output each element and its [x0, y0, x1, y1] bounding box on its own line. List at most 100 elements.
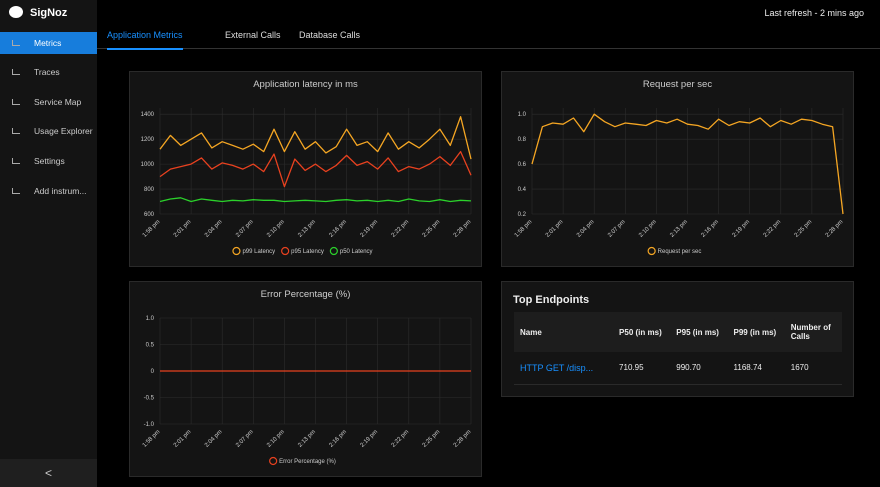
- y-tick-label: 0: [151, 369, 155, 375]
- column-header: Number of Calls: [784, 312, 842, 352]
- y-tick-label: -0.5: [144, 396, 155, 402]
- x-tick-label: 2:07 pm: [235, 219, 255, 239]
- nav-item[interactable]: Traces: [0, 61, 97, 83]
- x-tick-label: 2:01 pm: [173, 429, 193, 449]
- x-tick-label: 2:04 pm: [204, 219, 224, 239]
- y-tick-label: 800: [144, 187, 155, 193]
- legend-swatch: [647, 246, 656, 256]
- table-body: HTTP GET /disp... 710.95 990.70 1168.74 1670: [514, 352, 842, 385]
- legend-label: p95 Latency: [291, 249, 324, 255]
- y-tick-label: 1400: [141, 112, 155, 118]
- request-card: Request per sec 0.2 0.4 0.6 0.8 1.0 1:58 pm 2:0…: [501, 71, 854, 267]
- chart: Error Percentage (%) -1.0 -0.5 0 0.5 1.0 1:58 …: [142, 289, 473, 466]
- legend-swatch: [269, 456, 278, 466]
- x-tick-label: 2:13 pm: [297, 429, 317, 449]
- legend-swatch: [232, 246, 241, 256]
- x-tick-label: 2:22 pm: [391, 429, 411, 449]
- x-tick-label: 2:25 pm: [422, 219, 442, 239]
- nav-item[interactable]: Add instrum...: [0, 180, 97, 202]
- refresh-status: Last refresh - 2 mins ago: [764, 8, 864, 18]
- table-cell: 710.95: [613, 352, 671, 385]
- legend-label: Request per sec: [658, 249, 702, 255]
- y-tick-label: 0.5: [146, 343, 155, 349]
- tab[interactable]: External Calls: [225, 30, 281, 40]
- x-tick-label: 2:16 pm: [328, 219, 348, 239]
- x-tick-label: 2:28 pm: [453, 429, 473, 449]
- nav-item[interactable]: Settings: [0, 150, 97, 172]
- column-header: Name: [514, 312, 614, 352]
- legend-swatch: [281, 246, 290, 256]
- table-cell: 990.70: [670, 352, 728, 385]
- x-tick-label: 2:19 pm: [360, 429, 380, 449]
- x-tick-label: 2:07 pm: [235, 429, 255, 449]
- series-line: [159, 197, 472, 203]
- x-tick-label: 2:04 pm: [576, 219, 596, 239]
- x-tick-label: 2:22 pm: [763, 219, 783, 239]
- column-header: P50 (in ms): [613, 312, 671, 352]
- y-tick-label: 0.6: [518, 162, 527, 168]
- x-tick-label: 2:16 pm: [328, 429, 348, 449]
- y-tick-label: -1.0: [144, 422, 155, 428]
- x-tick-label: 2:28 pm: [825, 219, 845, 239]
- y-tick-label: 1.0: [146, 316, 155, 322]
- x-tick-label: 2:28 pm: [453, 219, 473, 239]
- nav-label: Add instrum...: [34, 186, 87, 196]
- legend-label: p50 Latency: [340, 249, 373, 255]
- series-line: [159, 116, 472, 160]
- legend: Request per sec: [647, 246, 702, 256]
- x-tick-label: 2:19 pm: [360, 219, 380, 239]
- logo: [9, 6, 23, 18]
- chart-title: Request per sec: [643, 79, 712, 90]
- nav-label: Traces: [34, 67, 60, 77]
- tabs: Application Metrics External Calls Datab…: [97, 22, 880, 50]
- nav-label: Usage Explorer: [34, 126, 93, 136]
- legend-swatch: [329, 246, 338, 256]
- x-tick-label: 2:10 pm: [266, 219, 286, 239]
- y-tick-label: 1.0: [518, 112, 527, 118]
- legend-label: Error Percentage (%): [279, 459, 336, 465]
- x-tick-label: 1:58 pm: [142, 219, 162, 239]
- table-row: HTTP GET /disp... 710.95 990.70 1168.74 1670: [514, 352, 842, 385]
- x-tick-label: 2:13 pm: [297, 219, 317, 239]
- tab[interactable]: Database Calls: [299, 30, 361, 40]
- nav-label: Metrics: [34, 38, 62, 48]
- x-tick-label: 2:13 pm: [669, 219, 689, 239]
- column-header: P95 (in ms): [670, 312, 728, 352]
- collapse-button[interactable]: <: [0, 459, 97, 487]
- legend: p99 Latency p95 Latency p50 Latency: [232, 246, 373, 256]
- legend: Error Percentage (%): [269, 456, 336, 466]
- y-tick-label: 0.8: [518, 137, 527, 143]
- nav-item[interactable]: Service Map: [0, 91, 97, 113]
- chart-title: Error Percentage (%): [261, 289, 351, 300]
- x-tick-label: 2:10 pm: [266, 429, 286, 449]
- chart: Request per sec 0.2 0.4 0.6 0.8 1.0 1:58 pm 2:0…: [514, 79, 845, 256]
- table-cell: HTTP GET /disp...: [514, 352, 614, 385]
- sidebar: SigNoz Metrics Traces Service Map Usage …: [0, 0, 97, 487]
- nav-item[interactable]: Metrics: [0, 32, 97, 54]
- x-tick-label: 2:04 pm: [204, 429, 224, 449]
- nav-item[interactable]: Usage Explorer: [0, 120, 97, 142]
- error-card: Error Percentage (%) -1.0 -0.5 0 0.5 1.0 1:58 …: [129, 281, 482, 477]
- y-tick-label: 0.4: [518, 187, 527, 193]
- series-line: [159, 150, 472, 188]
- y-tick-label: 0.2: [518, 212, 527, 218]
- y-tick-label: 1000: [141, 162, 155, 168]
- x-tick-label: 1:58 pm: [514, 219, 534, 239]
- x-tick-label: 1:58 pm: [142, 429, 162, 449]
- series-line: [531, 113, 844, 215]
- table-cell: 1670: [784, 352, 842, 385]
- tab[interactable]: Application Metrics: [107, 30, 183, 50]
- x-tick-label: 2:19 pm: [732, 219, 752, 239]
- column-header: P99 (in ms): [727, 312, 785, 352]
- header-row: Name P50 (in ms) P95 (in ms) P99 (in ms) Num…: [514, 312, 842, 352]
- x-tick-label: 2:22 pm: [391, 219, 411, 239]
- x-tick-label: 2:01 pm: [545, 219, 565, 239]
- x-tick-label: 2:25 pm: [422, 429, 442, 449]
- nav-label: Service Map: [34, 97, 82, 107]
- x-tick-label: 2:01 pm: [173, 219, 193, 239]
- legend-label: p99 Latency: [242, 249, 275, 255]
- x-tick-label: 2:25 pm: [794, 219, 814, 239]
- endpoints-card: Top Endpoints Name P50 (in ms) P95 (in ms)…: [501, 281, 854, 397]
- x-tick-label: 2:10 pm: [638, 219, 658, 239]
- nav-label: Settings: [34, 156, 65, 166]
